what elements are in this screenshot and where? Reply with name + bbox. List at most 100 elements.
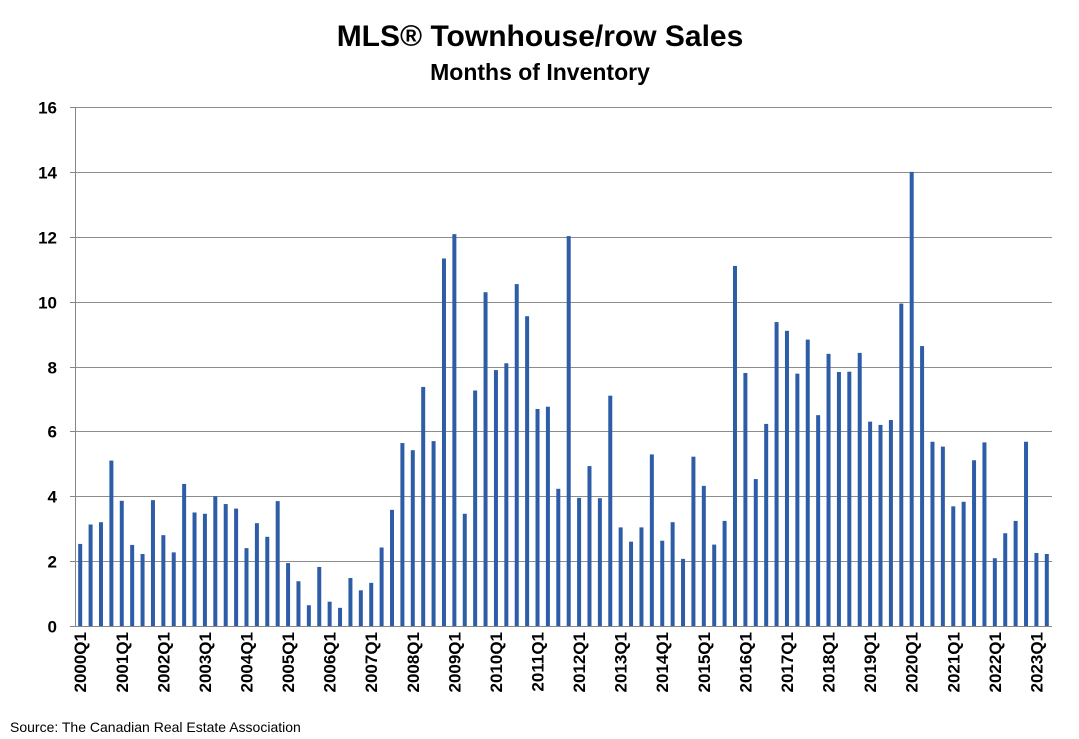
x-tick-label: 2005Q1 (279, 632, 298, 693)
bar-2014Q2 (670, 522, 675, 626)
bar-2020Q2 (920, 346, 925, 626)
bar-2002Q2 (171, 552, 176, 626)
x-tick-label: 2019Q1 (861, 632, 880, 693)
bar-2003Q1 (202, 513, 207, 626)
bar-2007Q2 (379, 547, 384, 626)
x-tick-label: 2006Q1 (321, 632, 340, 693)
bar-2017Q1 (784, 330, 789, 626)
bar-2015Q4 (732, 265, 737, 626)
source-note: Source: The Canadian Real Estate Associa… (10, 719, 301, 735)
y-axis: 0 2 4 6 8 10 12 14 16 (38, 99, 76, 637)
bar-2008Q1 (410, 450, 415, 626)
bar-2017Q2 (795, 373, 800, 626)
y-tick-label: 12 (38, 229, 57, 248)
bar-2000Q3 (98, 522, 103, 626)
bar-2000Q4 (109, 460, 114, 626)
bar-2018Q1 (826, 353, 831, 626)
bar-2007Q4 (400, 443, 405, 626)
bar-2012Q3 (597, 498, 602, 626)
x-tick-label: 2010Q1 (487, 632, 506, 693)
bar-2021Q3 (972, 460, 977, 626)
bar-2009Q4 (483, 292, 488, 626)
bar-2008Q4 (441, 258, 446, 626)
bar-2002Q4 (192, 512, 197, 626)
bar-2009Q3 (473, 390, 478, 626)
bar-2019Q2 (878, 424, 883, 626)
bar-2016Q4 (774, 322, 779, 626)
y-tick-label: 2 (48, 553, 57, 572)
bar-2014Q3 (681, 558, 686, 626)
bar-2004Q4 (275, 501, 280, 626)
bar-2020Q1 (909, 171, 914, 627)
bar-2001Q4 (150, 500, 155, 626)
bar-2004Q3 (265, 536, 270, 626)
x-tick-label: 2007Q1 (362, 632, 381, 693)
y-tick-label: 8 (48, 359, 57, 378)
x-tick-label: 2017Q1 (778, 632, 797, 693)
bar-2006Q3 (348, 577, 353, 626)
bar-2005Q3 (306, 605, 311, 626)
bar-2018Q2 (836, 372, 841, 626)
bar-2008Q2 (421, 386, 426, 626)
chart-subtitle: Months of Inventory (430, 59, 650, 85)
bar-2013Q3 (639, 527, 644, 626)
bar-2006Q2 (338, 607, 343, 626)
gridlines (75, 107, 1052, 562)
bar-2007Q3 (390, 509, 395, 626)
bar-2021Q1 (951, 506, 956, 626)
x-tick-label: 2009Q1 (445, 632, 464, 693)
bar-2022Q2 (1003, 533, 1008, 626)
bar-2011Q3 (556, 488, 561, 626)
bar-2022Q1 (992, 558, 997, 626)
bar-2009Q1 (452, 234, 457, 626)
bar-2007Q1 (369, 582, 374, 626)
bar-2020Q4 (940, 446, 945, 626)
bar-2022Q4 (1024, 441, 1029, 626)
bar-2003Q2 (213, 496, 218, 626)
bar-2006Q1 (327, 601, 332, 626)
bar-2019Q3 (888, 420, 893, 626)
y-tick-label: 0 (48, 618, 57, 637)
x-tick-label: 2022Q1 (986, 632, 1005, 693)
bar-2010Q4 (525, 316, 530, 626)
bar-2015Q3 (722, 520, 727, 626)
bar-2011Q1 (535, 408, 540, 626)
bar-2012Q2 (587, 466, 592, 626)
bar-2005Q1 (286, 563, 291, 626)
y-tick-label: 14 (38, 164, 57, 183)
bar-2011Q2 (545, 406, 550, 626)
bar-2021Q2 (961, 501, 966, 626)
bar-2010Q2 (504, 363, 509, 626)
x-tick-label: 2014Q1 (653, 632, 672, 693)
bar-2002Q1 (161, 535, 166, 626)
x-tick-label: 2002Q1 (154, 632, 173, 693)
bar-2001Q2 (130, 544, 135, 626)
bar-2003Q3 (223, 504, 228, 626)
x-axis: 2000Q1 2001Q1 2002Q1 2003Q1 2004Q1 2005Q1 2006… (71, 626, 1052, 693)
x-tick-label: 2020Q1 (903, 632, 922, 693)
bar-2014Q4 (691, 456, 696, 626)
bar-2023Q2 (1044, 553, 1049, 626)
bar-2004Q2 (254, 523, 259, 626)
bar-2005Q2 (296, 581, 301, 626)
bar-2018Q4 (857, 352, 862, 626)
x-tick-label: 2011Q1 (529, 632, 548, 692)
bar-2015Q1 (701, 485, 706, 626)
bar-2019Q1 (868, 421, 873, 626)
x-tick-label: 2023Q1 (1027, 632, 1046, 693)
x-tick-label: 2012Q1 (570, 632, 589, 693)
bar-2022Q3 (1013, 520, 1018, 626)
bar-2023Q1 (1034, 553, 1039, 626)
bar-2016Q3 (764, 423, 769, 626)
bar-2001Q1 (119, 500, 124, 626)
bar-2008Q3 (431, 441, 436, 626)
bar-2021Q4 (982, 442, 987, 626)
bar-2001Q3 (140, 553, 145, 626)
bar-2015Q2 (712, 544, 717, 626)
bar-2013Q4 (649, 454, 654, 626)
bar-2000Q1 (78, 543, 83, 626)
bar-2019Q4 (899, 303, 904, 626)
bar-2005Q4 (317, 566, 322, 626)
x-tick-label: 2008Q1 (404, 632, 423, 693)
